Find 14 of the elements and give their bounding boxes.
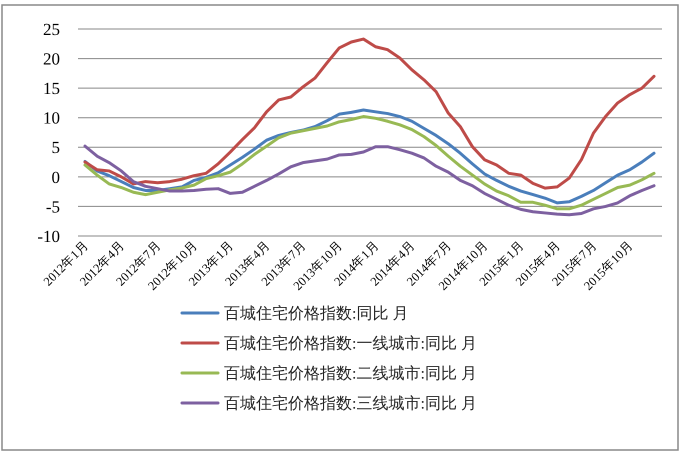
legend-label: 百城住宅价格指数:同比 月: [224, 304, 408, 323]
line-series: [84, 38, 656, 190]
y-tick-label: 5: [52, 138, 60, 158]
legend-label: 百城住宅价格指数:三线城市:同比 月: [224, 394, 477, 413]
legend-label: 百城住宅价格指数:一线城市:同比 月: [224, 334, 477, 353]
line-series: [84, 144, 656, 216]
y-tick-label: 0: [52, 168, 60, 187]
legend-label: 百城住宅价格指数:二线城市:同比 月: [224, 364, 477, 383]
y-tick-label: 15: [43, 79, 60, 98]
y-tick-label: 20: [43, 50, 60, 69]
y-tick-label: -5: [46, 197, 60, 216]
y-tick-label: 10: [43, 108, 60, 128]
y-tick-label: 25: [43, 20, 60, 39]
y-tick-label: -10: [37, 226, 60, 246]
